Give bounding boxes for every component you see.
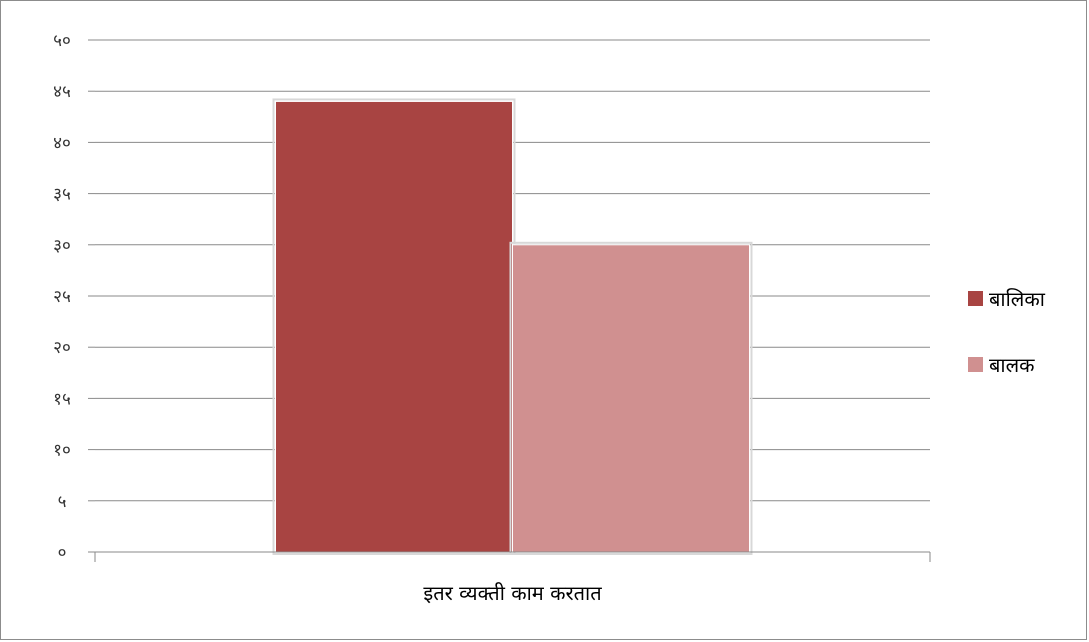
y-tick-label: ५० bbox=[53, 31, 71, 51]
y-tick-label: २५ bbox=[53, 287, 71, 307]
bar-shadow bbox=[509, 241, 753, 556]
y-tick-label: ३० bbox=[53, 236, 71, 256]
y-tick-label: ५ bbox=[58, 492, 67, 512]
y-tick-label: ३५ bbox=[53, 185, 71, 205]
category-label: इतर व्यक्ती काम करतात bbox=[423, 581, 602, 605]
legend-label: बालिका bbox=[989, 287, 1046, 311]
y-tick-label: ४५ bbox=[53, 82, 71, 102]
legend-swatch bbox=[968, 291, 983, 306]
y-tick-label: ० bbox=[58, 543, 67, 563]
legend-label: बालक bbox=[989, 353, 1035, 377]
y-tick-label: १० bbox=[53, 441, 71, 461]
y-tick-label: २० bbox=[53, 338, 71, 358]
y-tick-label: १५ bbox=[53, 389, 71, 409]
bar-girls bbox=[275, 100, 513, 553]
y-tick-label: ४० bbox=[53, 133, 71, 153]
legend-swatch bbox=[968, 357, 983, 372]
bar-boys bbox=[512, 244, 750, 553]
